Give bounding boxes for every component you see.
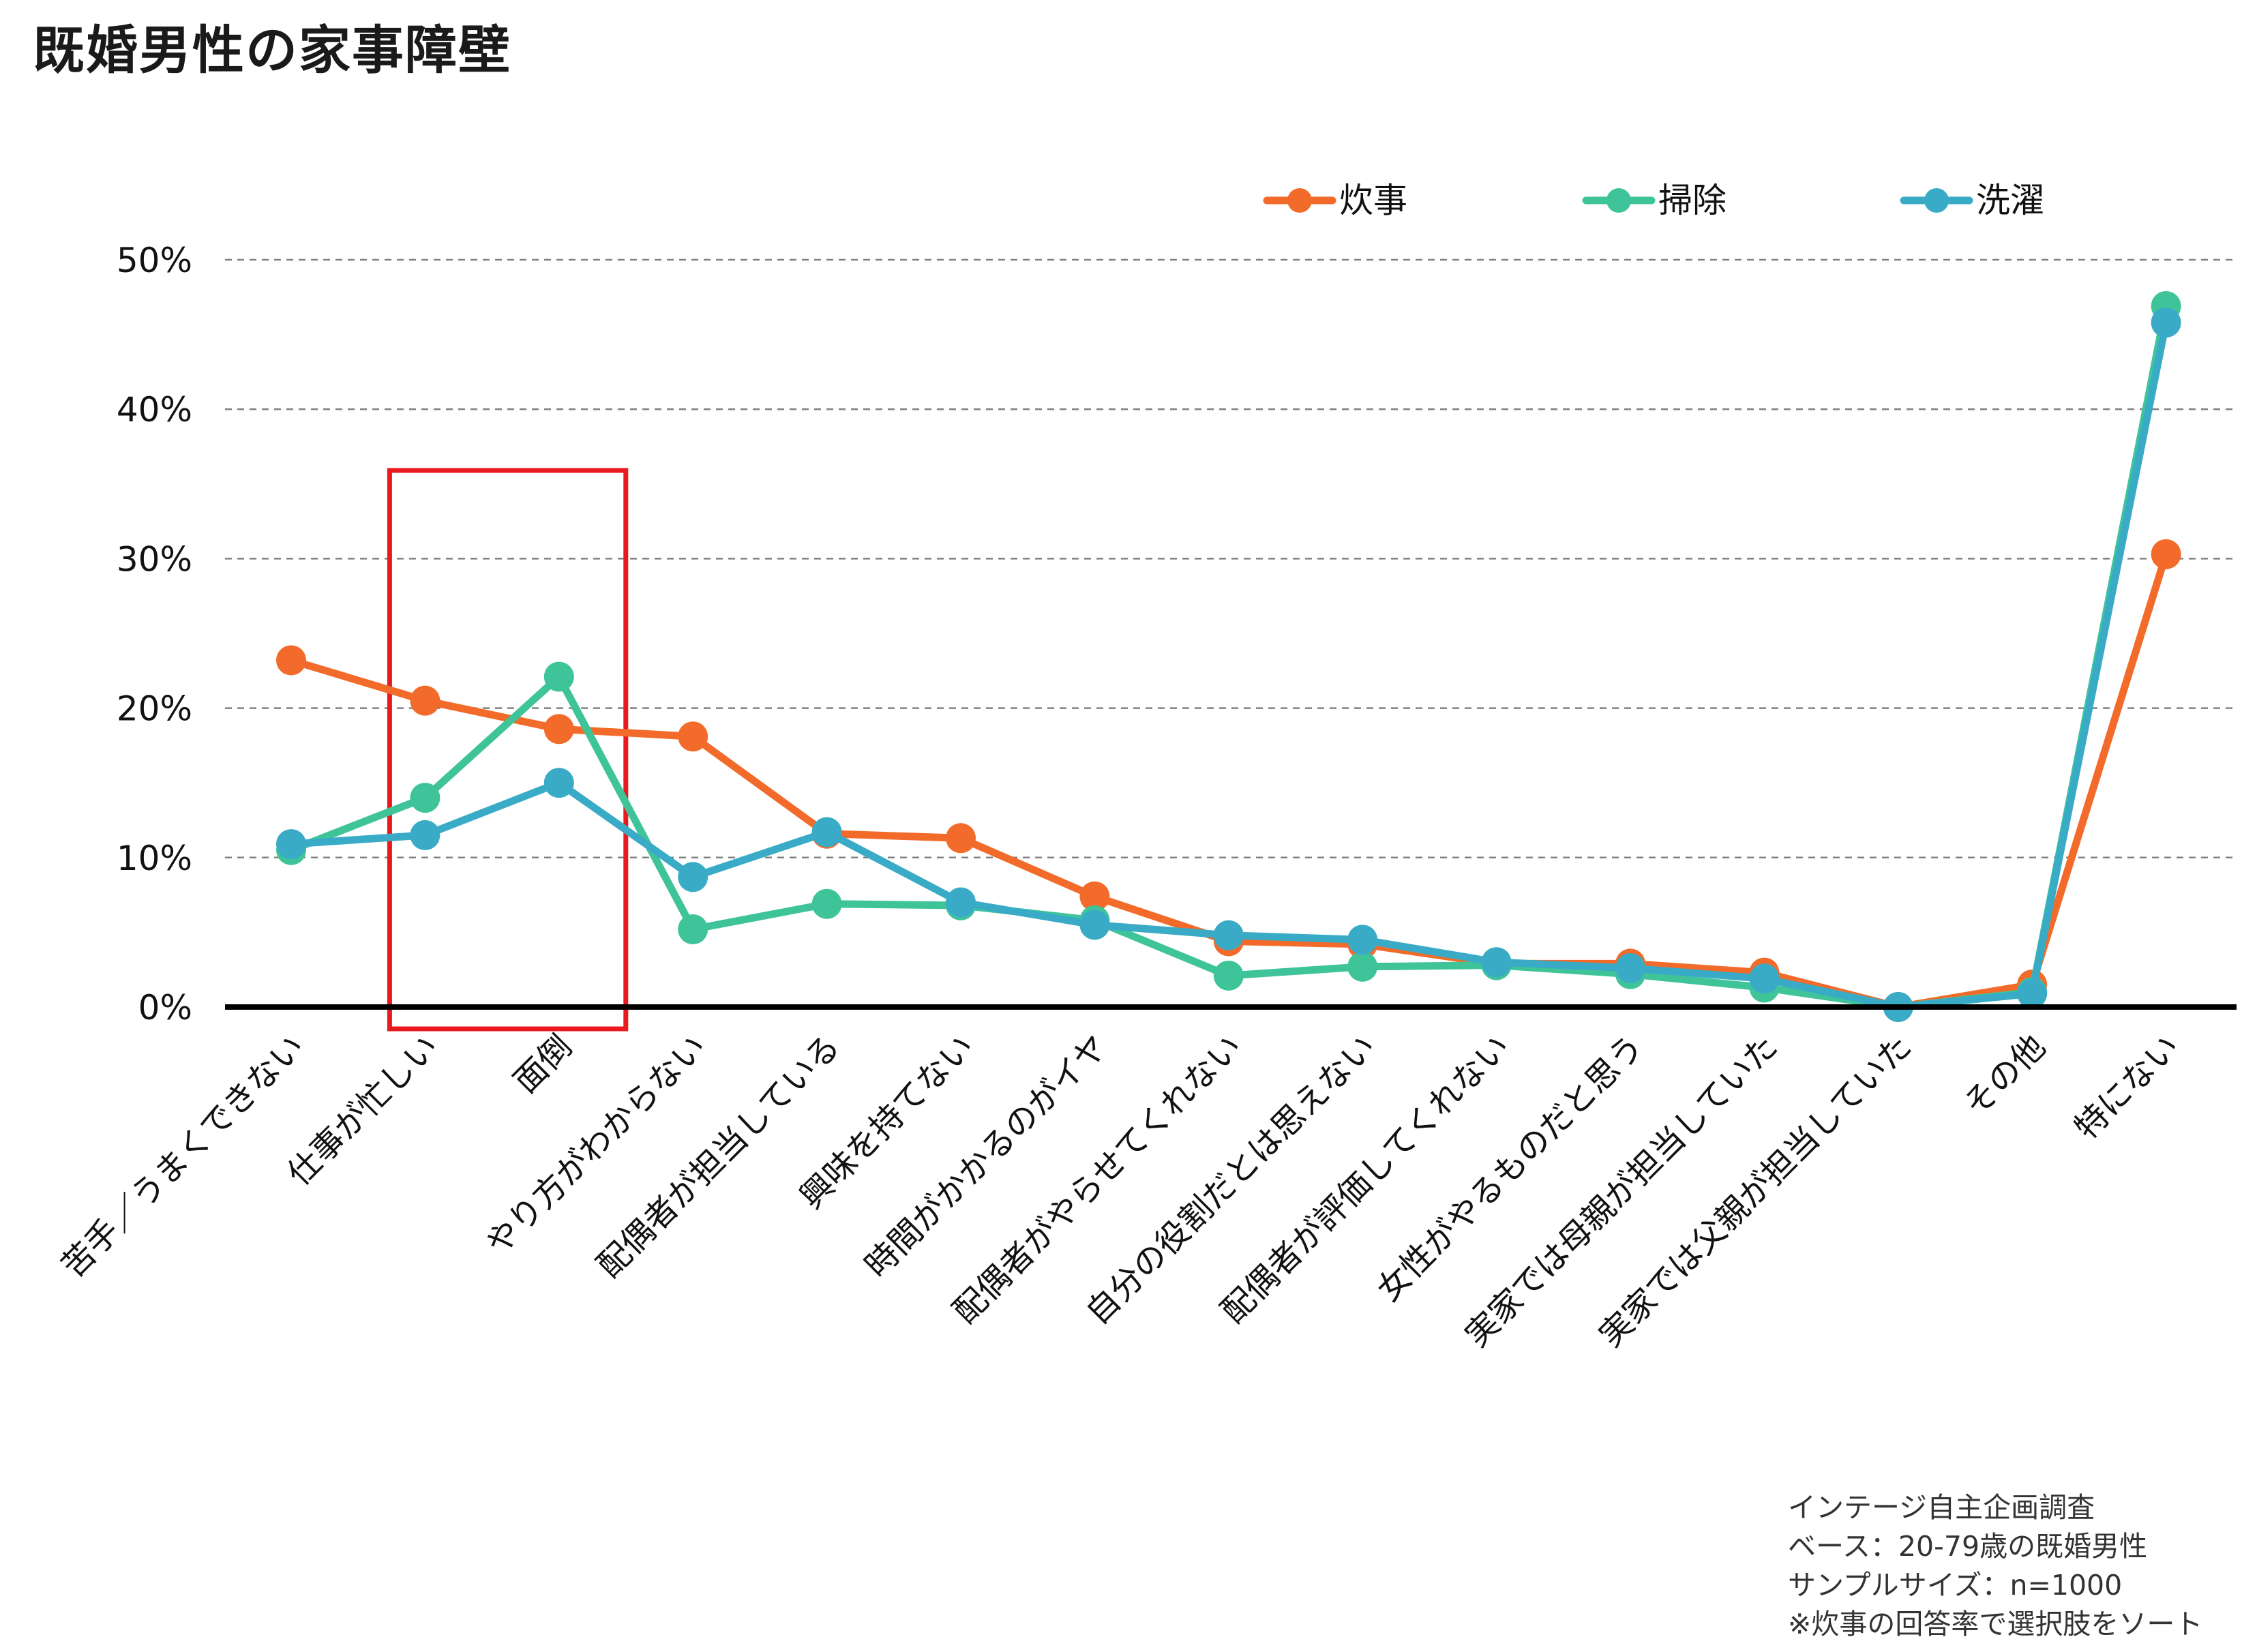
y-tick-label: 50% <box>117 241 192 280</box>
data-point <box>811 817 842 847</box>
series-line <box>287 302 2170 1011</box>
series-洗濯 <box>276 307 2181 1022</box>
data-point <box>1615 953 1645 984</box>
data-point <box>543 714 574 745</box>
footnote-line: サンプルサイズ：n=1000 <box>1788 1569 2123 1602</box>
data-point <box>1213 960 1244 991</box>
footnote-line: ベース：20-79歳の既婚男性 <box>1788 1530 2148 1563</box>
data-point <box>543 768 574 798</box>
gridlines <box>225 258 2237 859</box>
legend-label: 掃除 <box>1658 181 1727 220</box>
x-tick-label: その他 <box>1956 1027 2052 1124</box>
legend: 炊事 掃除 洗濯 <box>1263 181 2044 220</box>
legend-label: 炊事 <box>1339 181 1407 220</box>
data-point <box>1079 910 1110 940</box>
footnote-line: ※炊事の回答率で選択肢をソート <box>1788 1608 2203 1640</box>
series-掃除 <box>276 290 2181 1022</box>
data-point <box>2151 307 2181 338</box>
data-point <box>1079 881 1110 912</box>
data-point <box>1481 947 1512 978</box>
data-point <box>543 661 574 692</box>
data-point <box>276 829 306 860</box>
data-point <box>1749 963 1780 994</box>
x-tick-label: 女性がやるものだと思う <box>1370 1027 1651 1309</box>
data-point <box>1213 920 1244 950</box>
x-tick-label: 苦手／うまくできない <box>54 1027 312 1285</box>
data-point <box>2017 978 2048 1009</box>
legend-item: 炊事 <box>1263 181 1407 220</box>
data-point <box>1347 925 1378 955</box>
data-point <box>678 862 708 892</box>
data-point <box>276 645 306 676</box>
data-point <box>678 914 708 945</box>
x-tick-label: 特にない <box>2067 1027 2187 1147</box>
legend-marker <box>1924 188 1949 213</box>
legend-marker <box>1287 188 1312 213</box>
y-tick-label: 10% <box>117 839 192 878</box>
footnote-line: インテージ自主企画調査 <box>1788 1491 2095 1524</box>
data-point <box>678 721 708 752</box>
y-axis: 0% 10% 20% 30% 40% 50% <box>117 241 192 1027</box>
x-tick-label: 配偶者が担当している <box>590 1027 848 1285</box>
legend-marker <box>1606 188 1631 213</box>
highlight-rect <box>387 468 629 1032</box>
y-tick-label: 0% <box>138 988 192 1027</box>
y-tick-label: 30% <box>117 539 192 579</box>
data-point <box>946 823 976 854</box>
x-tick-label: 面倒 <box>507 1027 580 1100</box>
y-tick-label: 40% <box>117 390 192 430</box>
legend-label: 洗濯 <box>1976 181 2044 220</box>
legend-item: 掃除 <box>1582 181 1727 220</box>
data-point <box>2151 539 2181 569</box>
data-point <box>410 685 440 716</box>
legend-item: 洗濯 <box>1900 181 2044 220</box>
data-point <box>811 888 842 919</box>
x-tick-label: 時間がかかるのがイヤ <box>858 1027 1116 1285</box>
highlight-box <box>387 468 629 1032</box>
series-lines <box>276 290 2181 1022</box>
chart-title: 既婚男性の家事障壁 <box>33 20 511 80</box>
data-point <box>410 820 440 850</box>
data-point <box>946 887 976 918</box>
data-point <box>1347 951 1378 982</box>
footnote: インテージ自主企画調査 ベース：20-79歳の既婚男性 サンプルサイズ：n=10… <box>1788 1488 2202 1644</box>
y-tick-label: 20% <box>117 689 192 729</box>
x-tick-label: やり方がわからない <box>479 1027 714 1263</box>
series-line <box>287 318 2170 1011</box>
data-point <box>410 783 440 813</box>
